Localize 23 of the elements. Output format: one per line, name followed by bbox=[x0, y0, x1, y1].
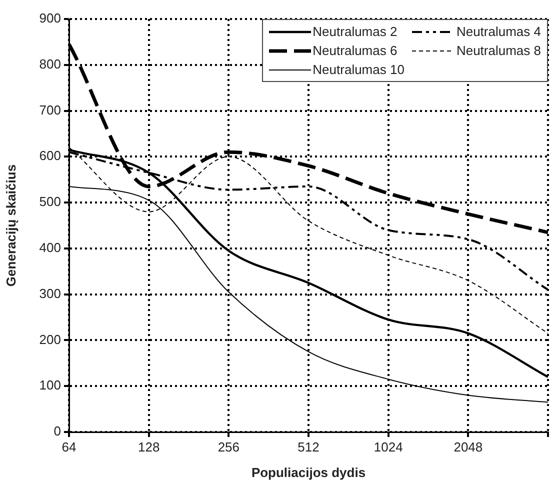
y-tick-label: 400 bbox=[39, 240, 61, 256]
x-tick-label: 128 bbox=[138, 439, 160, 454]
x-tick-label: 64 bbox=[62, 439, 76, 454]
y-tick-label: 0 bbox=[54, 424, 61, 439]
y-tick-label: 100 bbox=[39, 378, 61, 393]
y-tick-label: 600 bbox=[39, 148, 61, 164]
x-tick-label: 2048 bbox=[454, 439, 483, 454]
y-tick-label: 900 bbox=[39, 10, 61, 26]
y-tick-label: 500 bbox=[39, 194, 61, 210]
x-axis-title: Populiacijos dydis bbox=[251, 464, 366, 480]
legend-label: Neutralumas 6 bbox=[312, 42, 398, 60]
x-tick-label: 256 bbox=[218, 439, 240, 454]
y-tick-label: 200 bbox=[39, 332, 61, 347]
legend-label: Neutralumas 10 bbox=[312, 61, 404, 79]
y-axis-title: Generacijų skaičius bbox=[3, 164, 18, 287]
legend-label: Neutralumas 4 bbox=[456, 23, 541, 41]
x-tick-label: 1024 bbox=[374, 439, 403, 454]
y-tick-label: 700 bbox=[39, 102, 61, 118]
legend-label: Neutralumas 2 bbox=[312, 23, 398, 41]
y-tick-label: 300 bbox=[39, 286, 61, 301]
y-tick-label: 800 bbox=[39, 56, 61, 72]
x-tick-label: 512 bbox=[298, 439, 320, 454]
legend-label: Neutralumas 8 bbox=[456, 42, 541, 60]
